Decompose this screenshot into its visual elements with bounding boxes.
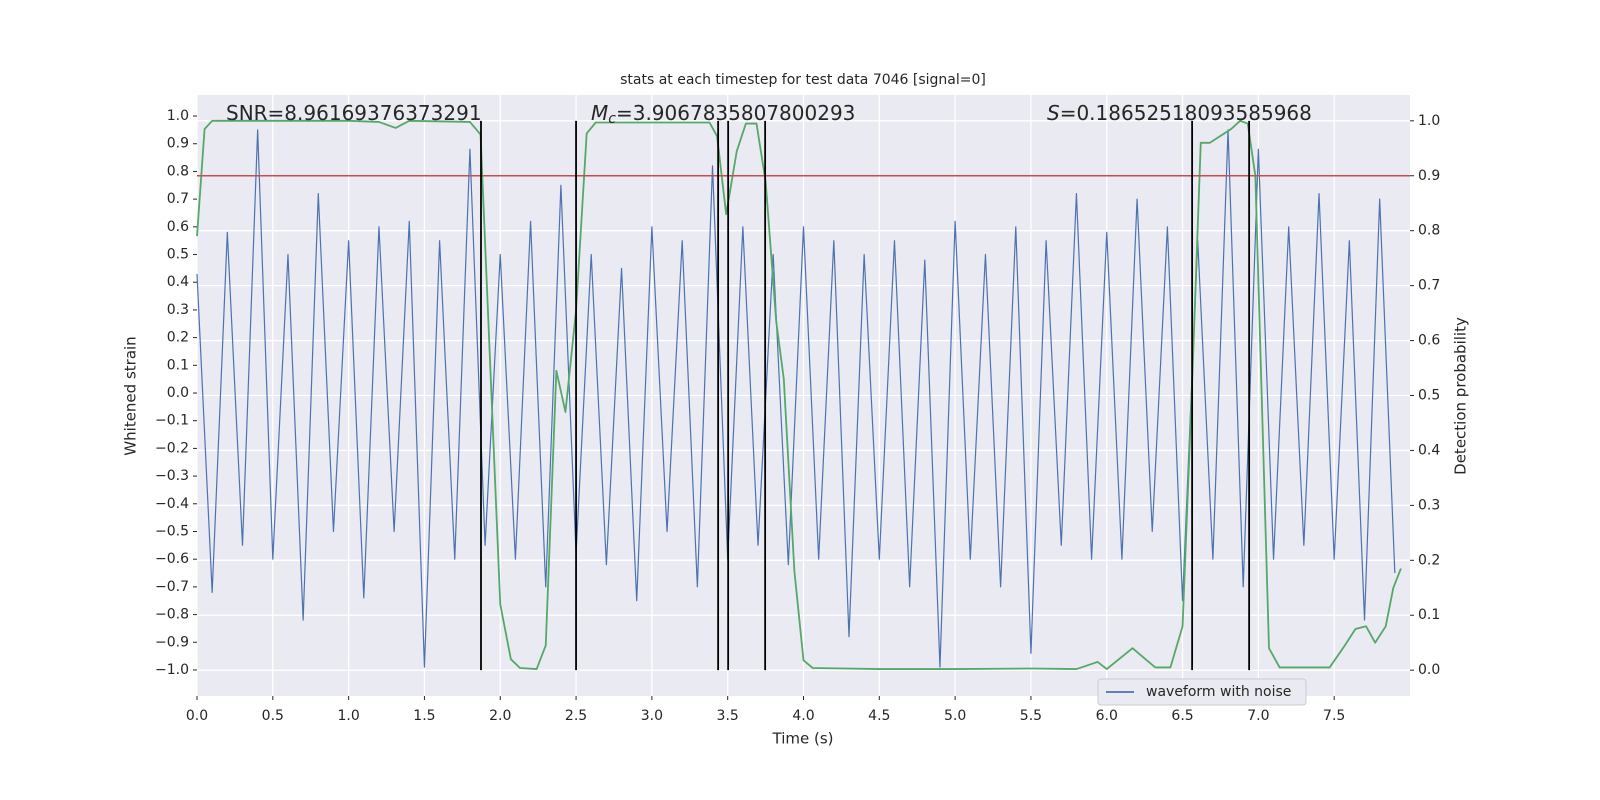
x-tick-label: 7.5 <box>1323 708 1345 724</box>
y-tick-label: −0.5 <box>155 523 189 539</box>
y2-tick-label: 0.5 <box>1418 388 1440 404</box>
y-tick-label: 1.0 <box>167 108 189 124</box>
y-tick-label: 0.6 <box>167 219 189 235</box>
y-tick-label: −1.0 <box>155 662 189 678</box>
annotation-subscript: c <box>608 111 616 127</box>
y2-tick-label: 1.0 <box>1418 113 1440 129</box>
legend-label: waveform with noise <box>1146 684 1291 700</box>
x-tick-label: 4.5 <box>868 708 890 724</box>
y2-tick-label: 0.7 <box>1418 278 1440 294</box>
annotation-symbol: M <box>591 101 608 125</box>
series-line <box>196 119 1402 670</box>
y2-axis-label: Detection probability <box>1452 317 1470 475</box>
y-tick-label: 0.2 <box>167 330 189 346</box>
y-tick-label: −0.6 <box>155 551 189 567</box>
y-tick-label: 0.7 <box>167 191 189 207</box>
y-tick-label: −0.8 <box>155 607 189 623</box>
y-tick-label: −0.3 <box>155 468 189 484</box>
y-tick-label: 0.3 <box>167 302 189 318</box>
y2-tick-label: 0.0 <box>1418 662 1440 678</box>
annotation: Mc=3.9067835807800293 <box>591 101 855 128</box>
x-tick-label: 1.5 <box>413 708 435 724</box>
annotation: SNR=8.96169376373291 <box>226 101 482 125</box>
x-tick-label: 0.0 <box>186 708 208 724</box>
y-tick-label: −0.2 <box>155 440 189 456</box>
y-tick-label: −0.7 <box>155 579 189 595</box>
y-axis-label: Whitened strain <box>122 336 140 455</box>
annotation-symbol: S <box>1047 101 1060 125</box>
y-tick-label: −0.9 <box>155 634 189 650</box>
y2-tick-label: 0.8 <box>1418 223 1440 239</box>
y2-tick-label: 0.4 <box>1418 442 1440 458</box>
chart-title: stats at each timestep for test data 704… <box>620 72 986 88</box>
y2-tick-label: 0.3 <box>1418 497 1440 513</box>
y-tick-label: 0.8 <box>167 163 189 179</box>
annotation-text: =3.9067835807800293 <box>616 101 855 125</box>
legend-box <box>1097 678 1307 706</box>
y-tick-label: 0.5 <box>167 247 189 263</box>
y-tick-label: 0.4 <box>167 274 189 290</box>
annotation-text: =0.18652518093585968 <box>1060 101 1312 125</box>
y-tick-label: 0.1 <box>167 357 189 373</box>
x-tick-label: 0.5 <box>262 708 284 724</box>
x-tick-label: 6.5 <box>1171 708 1193 724</box>
x-tick-label: 5.0 <box>944 708 966 724</box>
annotation-text: SNR=8.96169376373291 <box>226 101 482 125</box>
y2-tick-label: 0.1 <box>1418 607 1440 623</box>
x-tick-label: 2.5 <box>565 708 587 724</box>
x-tick-label: 3.5 <box>717 708 739 724</box>
y-tick-label: 0.9 <box>167 136 189 152</box>
x-tick-label: 3.0 <box>641 708 663 724</box>
x-tick-label: 1.0 <box>337 708 359 724</box>
x-tick-label: 6.0 <box>1096 708 1118 724</box>
y-tick-label: −0.1 <box>155 413 189 429</box>
y2-tick-label: 0.9 <box>1418 168 1440 184</box>
x-tick-label: 2.0 <box>489 708 511 724</box>
x-axis-label: Time (s) <box>772 730 834 748</box>
y-tick-label: −0.4 <box>155 496 189 512</box>
x-tick-label: 5.5 <box>1020 708 1042 724</box>
annotation: S=0.18652518093585968 <box>1047 101 1312 125</box>
y-tick-label: 0.0 <box>167 385 189 401</box>
y2-tick-label: 0.6 <box>1418 333 1440 349</box>
x-tick-label: 7.0 <box>1247 708 1269 724</box>
y2-tick-label: 0.2 <box>1418 552 1440 568</box>
x-tick-label: 4.0 <box>792 708 814 724</box>
